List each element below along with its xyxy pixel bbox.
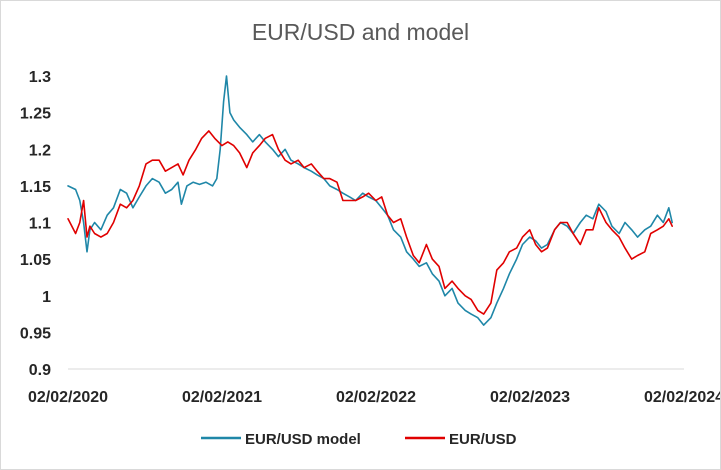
series-line-eurusd — [67, 130, 674, 315]
x-axis: 02/02/2020 02/02/2021 02/02/2022 02/02/2023… — [28, 368, 720, 406]
series-lines — [67, 75, 674, 326]
y-tick-label: 1.15 — [20, 179, 51, 196]
y-tick-label: 1.2 — [29, 142, 51, 159]
y-tick-label: 1.3 — [29, 69, 51, 86]
series-line-model — [67, 75, 674, 326]
x-tick-label: 02/02/2021 — [182, 389, 262, 406]
y-tick-label: 1 — [42, 289, 51, 306]
chart-title: EUR/USD and model — [251, 19, 470, 45]
legend-label: EUR/USD model — [245, 431, 361, 448]
x-tick-label: 02/02/2023 — [490, 389, 570, 406]
legend: EUR/USD model EUR/USD — [201, 431, 517, 448]
x-tick-label: 02/02/2024 — [644, 389, 720, 406]
x-tick-label: 02/02/2022 — [336, 389, 416, 406]
y-axis: 0.9 0.95 1 1.05 1.1 1.15 1.2 1.25 1.3 — [20, 69, 51, 379]
y-tick-label: 0.9 — [29, 362, 51, 379]
legend-label: EUR/USD — [449, 431, 517, 448]
y-tick-label: 1.05 — [20, 252, 51, 269]
y-tick-label: 1.25 — [20, 106, 51, 123]
y-tick-label: 0.95 — [20, 325, 51, 342]
y-tick-label: 1.1 — [29, 216, 51, 233]
x-tick-label: 02/02/2020 — [28, 389, 108, 406]
